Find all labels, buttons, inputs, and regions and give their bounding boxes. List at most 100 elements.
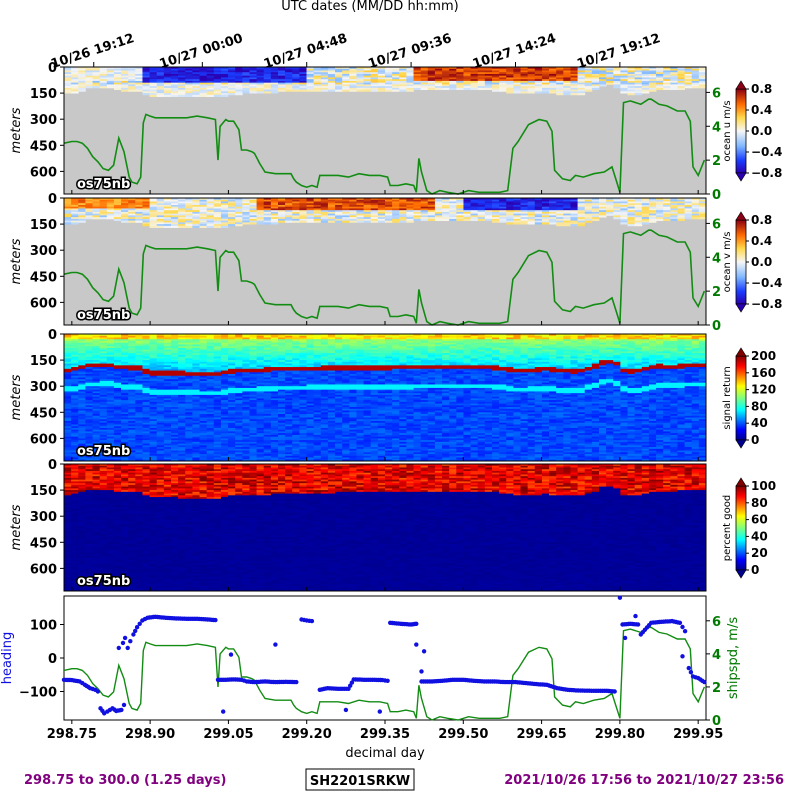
panel-u-cell xyxy=(413,77,422,80)
panel-u-cell xyxy=(327,84,336,87)
panel-u-cell xyxy=(306,77,315,80)
panel-u-cell xyxy=(78,89,86,92)
panel-u-cell xyxy=(149,77,158,80)
panel-u-cell xyxy=(377,82,386,85)
panel-u-cell xyxy=(78,77,86,80)
panel-u-cell xyxy=(249,86,257,89)
panel-u-cell xyxy=(349,89,357,92)
panel-u-cell xyxy=(71,72,79,75)
panel-u-cell xyxy=(406,67,414,70)
panel-amp: 0150300450600metersos75nb20016012080400s… xyxy=(9,328,776,462)
panel-u-cell xyxy=(292,72,300,75)
panel-v-cell xyxy=(135,220,143,223)
panel-u-cell xyxy=(292,89,300,92)
panel-v-cell xyxy=(570,224,578,227)
panel-u-cell xyxy=(171,75,179,78)
panel-u-cell xyxy=(178,87,186,91)
panel-u-cell xyxy=(71,68,79,71)
panel-u-cell xyxy=(121,77,129,80)
panel-u-cell xyxy=(320,70,329,73)
panel-u-depth-axis-label: meters xyxy=(9,107,24,153)
panel-u-cell xyxy=(399,89,407,92)
panel-u-colorbar-label: ocean u m/s xyxy=(722,100,733,161)
panel-u-cell xyxy=(178,84,186,87)
panel-v-cell xyxy=(92,217,101,220)
panel-u-cell xyxy=(256,82,265,85)
panel-v-cell xyxy=(427,218,436,222)
panel-u-cell xyxy=(399,70,407,73)
panel-u-cell xyxy=(299,87,307,91)
panel-u-cell xyxy=(306,79,315,82)
panel-u-cell xyxy=(327,89,336,92)
panel-u-cell xyxy=(363,68,372,71)
panel-u-cell xyxy=(163,68,172,71)
panel-u-cell xyxy=(163,82,172,85)
panel-u-cell xyxy=(385,79,393,82)
panel-u-cell xyxy=(242,89,250,92)
panel-u-cell xyxy=(128,87,136,91)
panel-u-cell xyxy=(171,84,179,87)
panel-u-cell xyxy=(327,86,336,89)
panel-v-cell xyxy=(242,222,250,225)
panel-u-cell xyxy=(285,87,293,91)
panel-u-cell xyxy=(249,80,257,84)
panel-u-cell xyxy=(656,87,664,91)
panel-u-cell xyxy=(256,91,265,94)
panel-u-cell xyxy=(121,72,129,75)
panel-u-cell xyxy=(370,86,379,89)
panel-u-cell xyxy=(185,80,193,84)
panel-u-cell xyxy=(249,67,257,70)
panel-u-cell xyxy=(442,87,450,91)
panel-v-cell xyxy=(499,220,507,223)
panel-u-cell xyxy=(171,82,179,85)
panel-u-cell xyxy=(192,94,200,97)
panel-u-cell xyxy=(278,68,286,71)
panel-u-cell xyxy=(242,67,250,70)
panel-u-cell xyxy=(228,72,236,75)
panel-u-cell xyxy=(349,67,357,70)
panel-u-cell xyxy=(149,73,158,77)
panel-v-cell xyxy=(406,220,414,223)
panel-u-cell xyxy=(313,77,322,80)
panel-u-cell xyxy=(413,70,422,73)
panel-u-cell xyxy=(377,87,386,91)
panel-u-cell xyxy=(327,68,336,71)
panel-u-cell xyxy=(128,82,136,85)
panel-u-cell xyxy=(256,87,265,91)
panel-u-depth-label-0: 0 xyxy=(48,61,57,76)
panel-u-cell xyxy=(135,79,143,82)
panel-u-cell xyxy=(420,68,429,71)
panel-u-cell xyxy=(199,80,208,84)
panel-u-cell xyxy=(335,82,343,85)
panel-u-cell xyxy=(370,77,379,80)
panel-u-cell xyxy=(235,87,243,91)
panel-u-cell xyxy=(128,79,136,82)
panel-v-cell xyxy=(71,222,79,225)
panel-u-cell xyxy=(256,73,265,77)
panel-u-cell xyxy=(192,82,200,85)
panel-u-cell xyxy=(149,94,158,97)
panel-u-cell xyxy=(342,86,350,89)
panel-u-cell xyxy=(228,73,236,77)
panel-u-cell xyxy=(220,68,229,71)
panel-u-cell xyxy=(520,91,529,94)
panel-u-cell xyxy=(220,86,229,89)
panel-u-cell xyxy=(99,68,108,71)
panel-u-cell xyxy=(171,86,179,89)
panel-u-cell xyxy=(128,73,136,77)
panel-u-cell xyxy=(327,79,336,82)
panel-u-cell xyxy=(620,91,628,94)
panel-u-cell xyxy=(235,79,243,82)
panel-u-cell xyxy=(78,68,86,71)
panel-u-cell xyxy=(370,84,379,87)
panel-v-cell xyxy=(534,222,543,225)
panel-u-cell xyxy=(327,73,336,77)
panel-u-cell xyxy=(342,87,350,91)
panel-u-cell xyxy=(356,79,364,82)
panel-v-cell xyxy=(377,220,386,223)
panel-v-cell xyxy=(698,217,707,220)
panel-u-cell xyxy=(142,77,150,80)
panel-u-cell xyxy=(142,86,150,89)
panel-u-cell xyxy=(270,79,279,82)
panel-u-cell xyxy=(171,89,179,92)
